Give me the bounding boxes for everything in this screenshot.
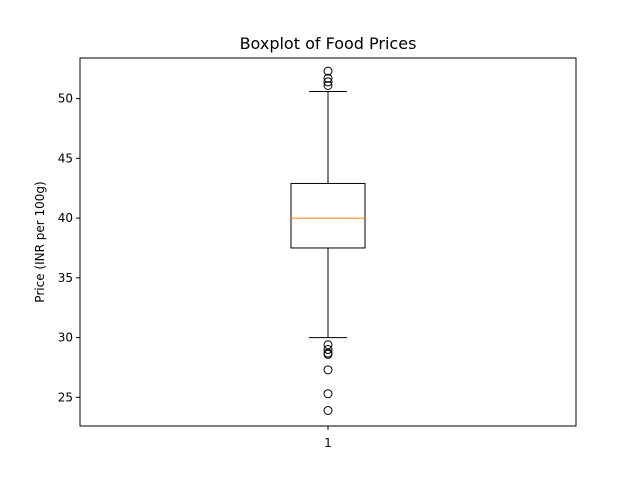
axes-frame [79,57,577,427]
outlier-point [323,345,333,355]
y-axis-label: Price (INR per 100g) [33,181,47,302]
outlier-point [323,365,333,375]
plot-area: 25 30 35 40 45 50 1 [58,66,366,450]
outlier-point [323,66,333,76]
outlier-point [323,389,333,399]
y-tick-label: 40 [58,211,73,225]
iqr-box [290,182,366,249]
x-tick-label: 1 [324,436,332,450]
y-tick-label: 25 [58,390,73,404]
y-tick-label: 35 [58,271,73,285]
y-tick-label: 30 [58,331,73,345]
chart-title: Boxplot of Food Prices [240,34,417,53]
outlier-point [323,73,333,83]
outlier-point [323,340,333,350]
outlier-point [323,405,333,415]
outlier-point [323,80,333,90]
y-tick-label: 45 [58,151,73,165]
outlier-point [323,77,333,87]
y-tick-label: 50 [58,92,73,106]
